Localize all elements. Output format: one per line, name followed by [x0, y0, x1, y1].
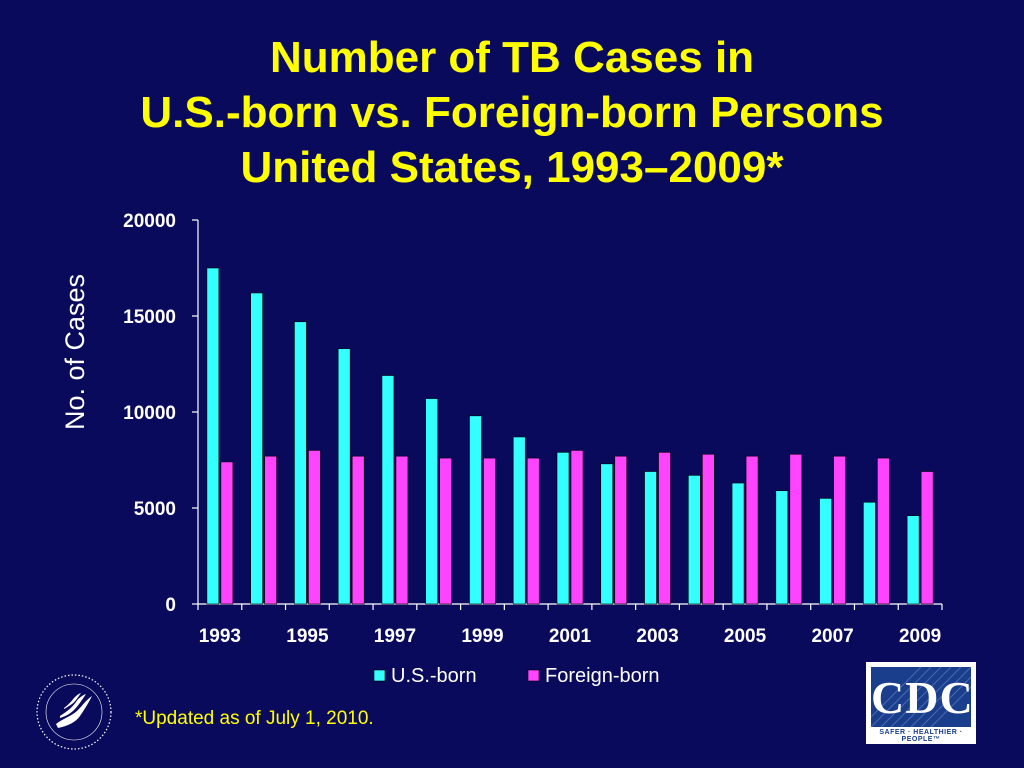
- bar-us-born-1998: [425, 398, 439, 605]
- bar-us-born-1995: [294, 321, 307, 605]
- bar-us-born-1997: [381, 375, 395, 605]
- bar-foreign-born-1999: [483, 457, 496, 605]
- y-tick-label: 5000: [134, 499, 176, 520]
- x-tick-label-2007: 2007: [811, 626, 853, 647]
- bar-foreign-born-2003: [658, 452, 671, 605]
- x-tick-label-2003: 2003: [636, 626, 678, 647]
- bar-us-born-1996: [337, 348, 351, 605]
- bar-us-born-2008: [863, 501, 876, 605]
- x-tick-label-2005: 2005: [724, 626, 767, 647]
- title-line-3: United States, 1993–2009*: [240, 143, 784, 192]
- bar-us-born-1994: [250, 292, 263, 605]
- x-tick-label-1999: 1999: [461, 626, 503, 647]
- bar-foreign-born-2009: [920, 471, 934, 605]
- cdc-logo-panel: CDC: [871, 667, 971, 727]
- bar-foreign-born-2000: [526, 457, 540, 605]
- y-axis-title: No. of Cases: [60, 274, 90, 430]
- y-tick-label: 15000: [123, 307, 176, 328]
- bar-foreign-born-1993: [220, 461, 234, 605]
- bar-chart: 0 5000 10000 15000 20000 1993 1995 1997 1999 2001…: [60, 211, 943, 687]
- legend-label-foreign-born: Foreign-born: [545, 665, 660, 687]
- bar-us-born-2009: [906, 515, 920, 605]
- cdc-logo: CDC SAFER · HEALTHIER · PEOPLE™: [866, 662, 976, 744]
- bar-foreign-born-2002: [614, 455, 628, 605]
- bar-foreign-born-2005: [745, 455, 759, 605]
- bar-us-born-2005: [731, 482, 745, 605]
- x-tick-label-1995: 1995: [286, 626, 329, 647]
- bar-us-born-2006: [775, 490, 789, 605]
- cdc-logo-text: CDC: [871, 672, 971, 723]
- x-tick-label-1997: 1997: [374, 626, 416, 647]
- cdc-tagline: SAFER · HEALTHIER · PEOPLE™: [879, 729, 963, 743]
- legend-label-us-born: U.S.-born: [391, 665, 477, 687]
- legend-swatch-foreign-born: [527, 669, 540, 682]
- bar-us-born-2007: [819, 498, 832, 605]
- bar-foreign-born-2004: [701, 453, 715, 605]
- bar-foreign-born-1997: [395, 455, 409, 605]
- bar-us-born-1999: [469, 415, 482, 605]
- x-tick-label-2009: 2009: [899, 626, 941, 647]
- legend-swatch-us-born: [373, 669, 386, 682]
- bar-us-born-2002: [600, 463, 614, 605]
- bar-foreign-born-1998: [439, 457, 453, 605]
- y-tick-label: 10000: [123, 403, 176, 424]
- x-tick-label-1993: 1993: [199, 626, 241, 647]
- bar-us-born-1993: [206, 267, 220, 605]
- bar-foreign-born-1995: [308, 450, 321, 605]
- title-line-1: Number of TB Cases in: [269, 33, 755, 82]
- bar-us-born-2003: [644, 471, 657, 605]
- bar-foreign-born-2008: [877, 457, 890, 605]
- y-tick-label: 20000: [123, 211, 176, 232]
- footnote: *Updated as of July 1, 2010.: [135, 708, 374, 729]
- hhs-seal-icon: [34, 672, 114, 752]
- x-tick-label-2001: 2001: [549, 626, 592, 647]
- bar-foreign-born-2001: [570, 450, 584, 605]
- bar-foreign-born-1994: [264, 455, 277, 605]
- bar-us-born-2004: [687, 475, 701, 605]
- chart-title: Number of TB Cases in U.S.-born vs. Fore…: [0, 30, 1024, 195]
- bar-foreign-born-1996: [351, 455, 365, 605]
- bar-us-born-2001: [556, 452, 570, 605]
- title-line-2: U.S.-born vs. Foreign-born Persons: [140, 88, 884, 137]
- bar-foreign-born-2006: [789, 453, 803, 605]
- y-tick-label: 0: [165, 595, 176, 616]
- bar-foreign-born-2007: [833, 455, 846, 605]
- bar-us-born-2000: [512, 436, 526, 605]
